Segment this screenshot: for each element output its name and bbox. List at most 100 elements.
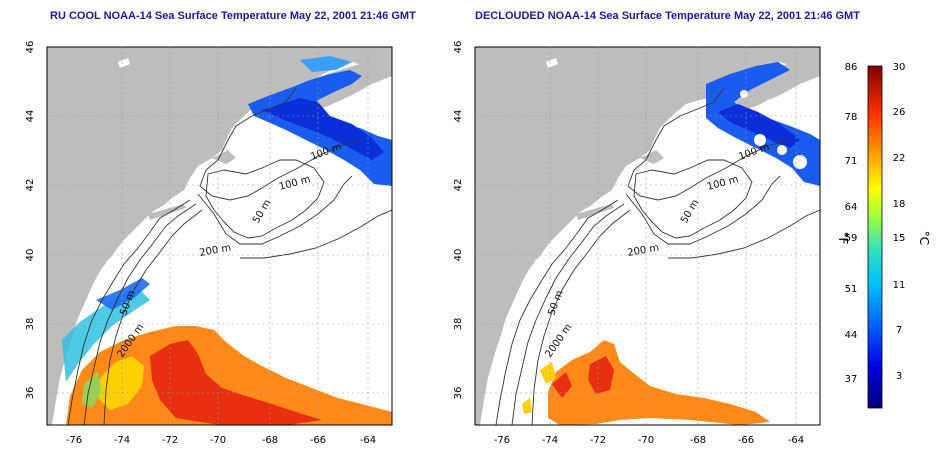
celsius-tick: 18	[893, 199, 906, 210]
lat-tick-label: 36	[25, 387, 36, 400]
lon-tick-label: -74	[542, 435, 558, 446]
nova-scotia	[282, 56, 392, 114]
lat-tick-label: 44	[453, 110, 464, 123]
contour-label: 100 m	[309, 142, 343, 163]
map-frame	[46, 46, 393, 426]
lon-axis: -76 -74 -72 -70 -68 -66 -64	[66, 435, 376, 446]
contour-label: 200 m	[199, 243, 232, 259]
celsius-unit-label: °C	[917, 231, 931, 245]
chesapeake-bay	[86, 290, 96, 340]
lon-tick-label: -74	[114, 435, 130, 446]
chesapeake-bay	[514, 290, 524, 340]
contour-label: 50 m	[251, 198, 273, 226]
land-mass	[475, 47, 820, 425]
sst-warm-water	[548, 340, 770, 425]
sst-hot-core	[588, 356, 614, 394]
sst-coastal-blue	[96, 278, 150, 310]
celsius-tick: 3	[896, 371, 902, 382]
sst-yellow-patch	[98, 356, 144, 410]
celsius-scale: 30 26 22 18 15 11 7 3	[893, 62, 906, 382]
fahrenheit-tick: 64	[845, 202, 858, 213]
contour-label: 50 m	[546, 289, 565, 317]
map-frame	[474, 46, 821, 426]
lon-tick-label: -72	[162, 435, 178, 446]
contour-label: 2000 m	[115, 322, 146, 360]
lon-tick-label: -72	[590, 435, 606, 446]
lon-tick-label: -64	[360, 435, 376, 446]
lon-tick-label: -70	[210, 435, 226, 446]
long-island	[148, 204, 186, 220]
right-map-panel: 100 m 100 m 50 m 200 m 50 m 2000 m -76 -…	[453, 41, 821, 446]
sst-cold-core	[718, 104, 800, 148]
celsius-tick: 30	[893, 62, 906, 73]
colorbar-gradient	[867, 65, 883, 409]
sst-yellow-patch	[522, 398, 532, 414]
contour-label: 50 m	[118, 289, 137, 317]
lon-tick-label: -70	[638, 435, 654, 446]
lat-tick-label: 46	[25, 41, 36, 54]
left-map-panel: 100 m 100 m 50 m 200 m 50 m 2000 m -76 -…	[25, 41, 393, 446]
sst-cold-core	[262, 98, 384, 160]
lake	[546, 58, 558, 68]
celsius-tick: 26	[893, 107, 906, 118]
lat-axis: 46 44 42 40 38 36	[25, 41, 36, 400]
lake	[118, 58, 130, 68]
lat-tick-label: 36	[453, 387, 464, 400]
celsius-tick: 7	[896, 325, 902, 336]
lon-tick-label: -68	[690, 435, 706, 446]
fahrenheit-tick: 59	[845, 233, 858, 244]
graticule	[47, 47, 392, 425]
contour-label: 50 m	[679, 198, 701, 226]
left-map-title: RU COOL NOAA-14 Sea Surface Temperature …	[50, 10, 416, 22]
fahrenheit-tick: 44	[845, 330, 858, 341]
temperature-colorbar: 86 78 71 64 59 51 44 37 30 26 22 18 15 1…	[836, 62, 931, 409]
lat-tick-label: 42	[453, 179, 464, 192]
fahrenheit-tick: 71	[845, 156, 858, 167]
lat-tick-label: 42	[25, 179, 36, 192]
celsius-tick: 22	[893, 153, 906, 164]
celsius-tick: 11	[893, 280, 906, 291]
lat-tick-label: 38	[25, 318, 36, 331]
sst-cold-water	[706, 62, 820, 186]
lon-tick-label: -66	[738, 435, 754, 446]
contour-labels: 100 m 100 m 50 m 200 m 50 m 2000 m	[115, 142, 343, 360]
contour-label: 2000 m	[543, 322, 574, 360]
sst-hot-core	[150, 340, 322, 425]
lat-tick-label: 40	[25, 249, 36, 262]
sst-hot-core	[552, 372, 572, 398]
cape-cod	[212, 150, 236, 164]
depth-contours	[495, 87, 820, 425]
right-map-title: DECLOUDED NOAA-14 Sea Surface Temperatur…	[475, 10, 860, 22]
contour-labels: 100 m 100 m 50 m 200 m 50 m 2000 m	[543, 142, 771, 360]
lon-tick-label: -66	[310, 435, 326, 446]
fahrenheit-tick: 51	[845, 284, 858, 295]
lon-tick-label: -76	[494, 435, 510, 446]
sst-cool-patch	[300, 56, 352, 72]
ocean-area	[475, 47, 820, 425]
ocean-area	[47, 47, 392, 425]
lat-tick-label: 40	[453, 249, 464, 262]
lat-tick-label: 38	[453, 318, 464, 331]
graticule	[475, 47, 820, 425]
contour-label: 100 m	[737, 142, 771, 163]
fahrenheit-unit-label: °F	[836, 232, 850, 245]
lon-tick-label: -64	[788, 435, 804, 446]
cloud-gaps	[740, 90, 807, 169]
sst-warm-water	[66, 326, 392, 425]
sst-cold-water	[248, 70, 392, 186]
lat-tick-label: 44	[25, 110, 36, 123]
fahrenheit-tick: 78	[845, 112, 858, 123]
delaware-bay	[106, 254, 114, 274]
nova-scotia	[710, 56, 820, 114]
sst-green-patch	[82, 372, 102, 408]
depth-contours	[67, 87, 392, 425]
contour-label: 200 m	[627, 243, 660, 259]
contour-label: 100 m	[278, 174, 312, 193]
lat-tick-label: 46	[453, 41, 464, 54]
long-island	[576, 204, 614, 220]
cape-cod	[640, 150, 664, 164]
sst-coastal-band	[62, 290, 150, 382]
land-mass	[47, 47, 392, 425]
delaware-bay	[534, 254, 542, 274]
